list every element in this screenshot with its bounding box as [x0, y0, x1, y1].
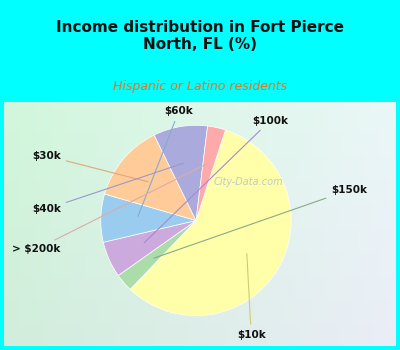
Wedge shape — [104, 135, 196, 220]
Wedge shape — [118, 220, 196, 289]
Text: $40k: $40k — [32, 163, 184, 214]
Wedge shape — [130, 130, 291, 316]
Text: $150k: $150k — [154, 185, 367, 258]
Text: $10k: $10k — [237, 253, 266, 340]
Wedge shape — [103, 220, 196, 275]
Wedge shape — [154, 125, 208, 220]
Text: Hispanic or Latino residents: Hispanic or Latino residents — [113, 80, 287, 93]
Text: City-Data.com: City-Data.com — [214, 177, 283, 187]
Wedge shape — [101, 194, 196, 242]
Text: $30k: $30k — [32, 151, 148, 182]
Text: $60k: $60k — [138, 106, 193, 216]
Wedge shape — [196, 126, 226, 220]
Text: > $200k: > $200k — [12, 164, 206, 254]
Text: $100k: $100k — [144, 116, 288, 243]
Text: Income distribution in Fort Pierce
North, FL (%): Income distribution in Fort Pierce North… — [56, 20, 344, 52]
